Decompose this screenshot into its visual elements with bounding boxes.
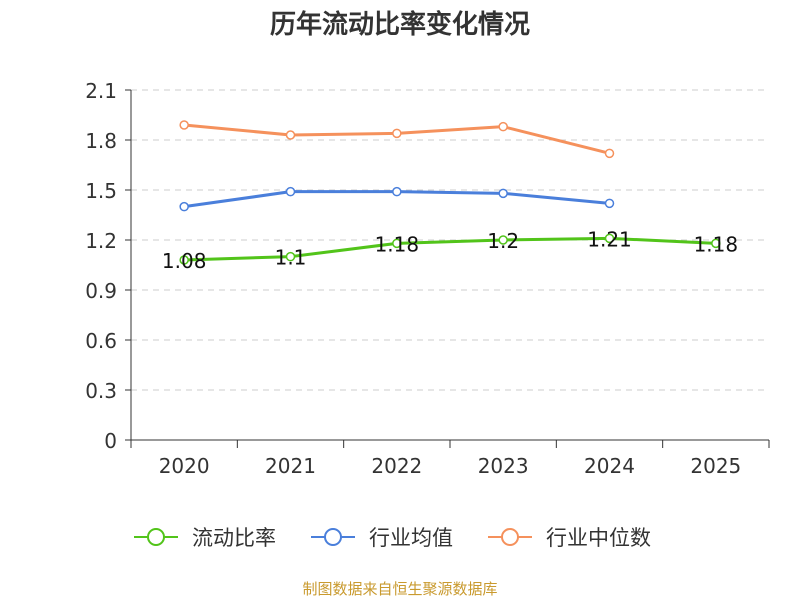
data-label: 1.2 — [487, 229, 519, 253]
y-tick-label: 1.2 — [85, 229, 117, 253]
data-point — [285, 130, 296, 140]
legend[interactable]: 流动比率 行业均值 行业中位数 — [134, 526, 651, 550]
data-point — [604, 148, 615, 159]
data-point — [711, 238, 721, 249]
data-point — [498, 188, 508, 199]
legend-marker-icon — [501, 528, 519, 546]
data-point — [285, 186, 296, 197]
x-tick-label: 2020 — [159, 454, 210, 478]
legend-label: 行业均值 — [369, 526, 453, 550]
data-label: 1.21 — [587, 227, 632, 251]
data-label: 1.08 — [162, 249, 207, 273]
source-note: 制图数据来自恒生聚源数据库 — [302, 580, 498, 598]
y-tick-label: 0 — [104, 429, 117, 453]
y-tick-label: 1.5 — [85, 179, 117, 203]
data-point — [392, 186, 402, 197]
legend-label: 流动比率 — [192, 526, 276, 550]
data-point — [179, 255, 189, 265]
data-point — [392, 238, 402, 249]
x-tick-label: 2023 — [478, 454, 529, 478]
legend-item[interactable]: 行业中位数 — [488, 526, 651, 550]
legend-label: 行业中位数 — [546, 526, 651, 550]
legend-item[interactable]: 流动比率 — [134, 526, 276, 550]
series-layer — [179, 120, 721, 265]
data-point — [392, 128, 402, 139]
axis-layer: 0 0.3 0.6 0.9 1.2 1.5 1.8 2.1 2020 2021 2022 2023 20… — [85, 79, 770, 478]
x-tick-label: 2024 — [584, 454, 635, 478]
x-tick-label: 2025 — [690, 454, 741, 478]
y-tick-label: 0.9 — [85, 279, 117, 303]
data-point — [498, 121, 508, 132]
data-label: 1.18 — [694, 232, 739, 256]
x-tick-label: 2022 — [371, 454, 422, 478]
x-tick-label: 2021 — [265, 454, 316, 478]
y-tick-label: 0.6 — [85, 329, 117, 353]
data-point — [604, 198, 615, 209]
y-tick-label: 0.3 — [85, 379, 117, 403]
data-point — [179, 120, 189, 130]
series-line-0 — [184, 236, 716, 262]
legend-marker-icon — [147, 528, 165, 546]
y-tick-label: 1.8 — [85, 129, 117, 153]
data-point — [498, 235, 508, 245]
label-layer: 1.08 1.1 1.18 1.2 1.21 1.18 — [162, 227, 738, 273]
data-point — [285, 251, 296, 262]
legend-item[interactable]: 行业均值 — [311, 526, 453, 550]
legend-marker-icon — [324, 528, 342, 546]
data-point — [604, 233, 615, 244]
data-label: 1.18 — [375, 232, 420, 256]
chart-title: 历年流动比率变化情况 — [269, 10, 530, 40]
y-tick-label: 2.1 — [85, 79, 117, 103]
data-label: 1.1 — [275, 246, 307, 270]
data-point — [179, 201, 189, 212]
